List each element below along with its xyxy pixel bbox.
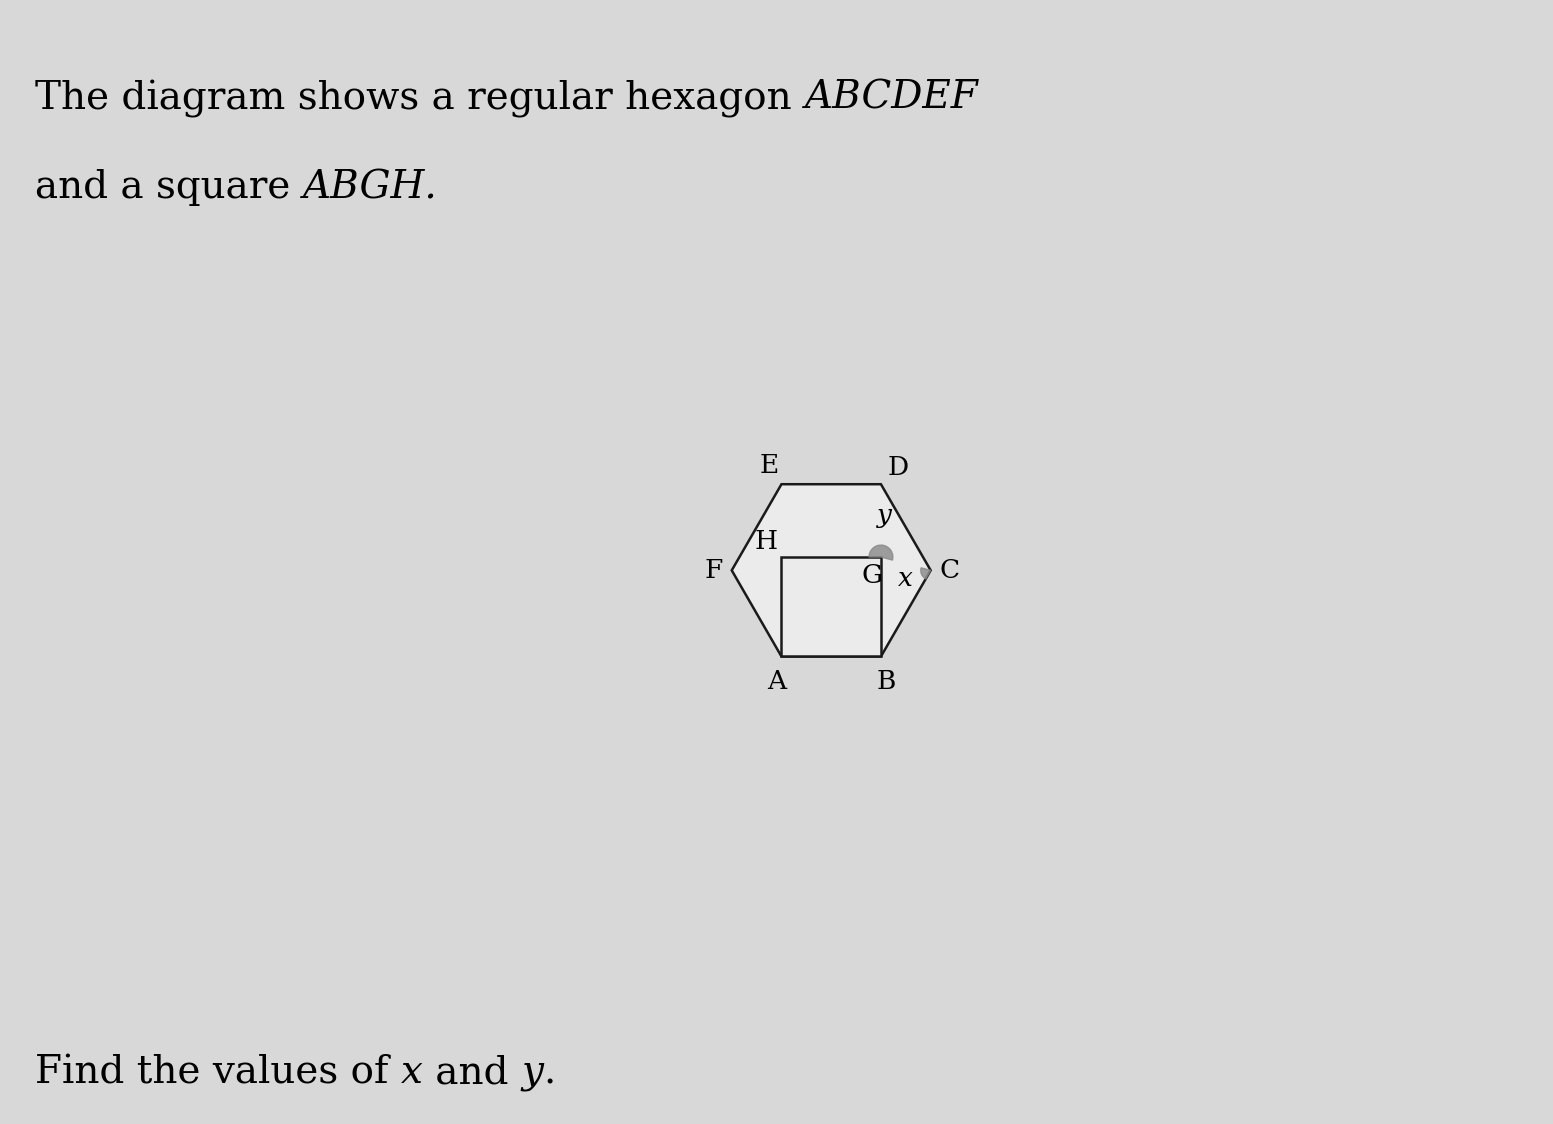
Text: A: A bbox=[767, 670, 786, 695]
Polygon shape bbox=[781, 558, 881, 656]
Text: y: y bbox=[520, 1054, 544, 1091]
Text: F: F bbox=[705, 558, 722, 583]
Wedge shape bbox=[870, 545, 893, 560]
Text: ABCDEF: ABCDEF bbox=[804, 80, 978, 117]
Text: The diagram shows a regular hexagon: The diagram shows a regular hexagon bbox=[36, 80, 804, 118]
Text: B: B bbox=[876, 670, 896, 695]
Text: D: D bbox=[887, 455, 909, 480]
Text: and: and bbox=[422, 1054, 520, 1091]
Text: E: E bbox=[759, 453, 780, 478]
Text: Find the values of: Find the values of bbox=[36, 1054, 401, 1091]
Text: .: . bbox=[544, 1054, 556, 1091]
Text: G: G bbox=[862, 563, 882, 589]
Text: H: H bbox=[755, 529, 778, 554]
Text: x: x bbox=[898, 566, 913, 591]
Wedge shape bbox=[921, 568, 930, 579]
Text: and a square: and a square bbox=[36, 169, 303, 206]
Polygon shape bbox=[731, 484, 930, 656]
Text: x: x bbox=[401, 1054, 422, 1091]
Text: y: y bbox=[877, 504, 891, 528]
Text: ABGH.: ABGH. bbox=[303, 169, 438, 206]
Text: C: C bbox=[940, 558, 960, 583]
